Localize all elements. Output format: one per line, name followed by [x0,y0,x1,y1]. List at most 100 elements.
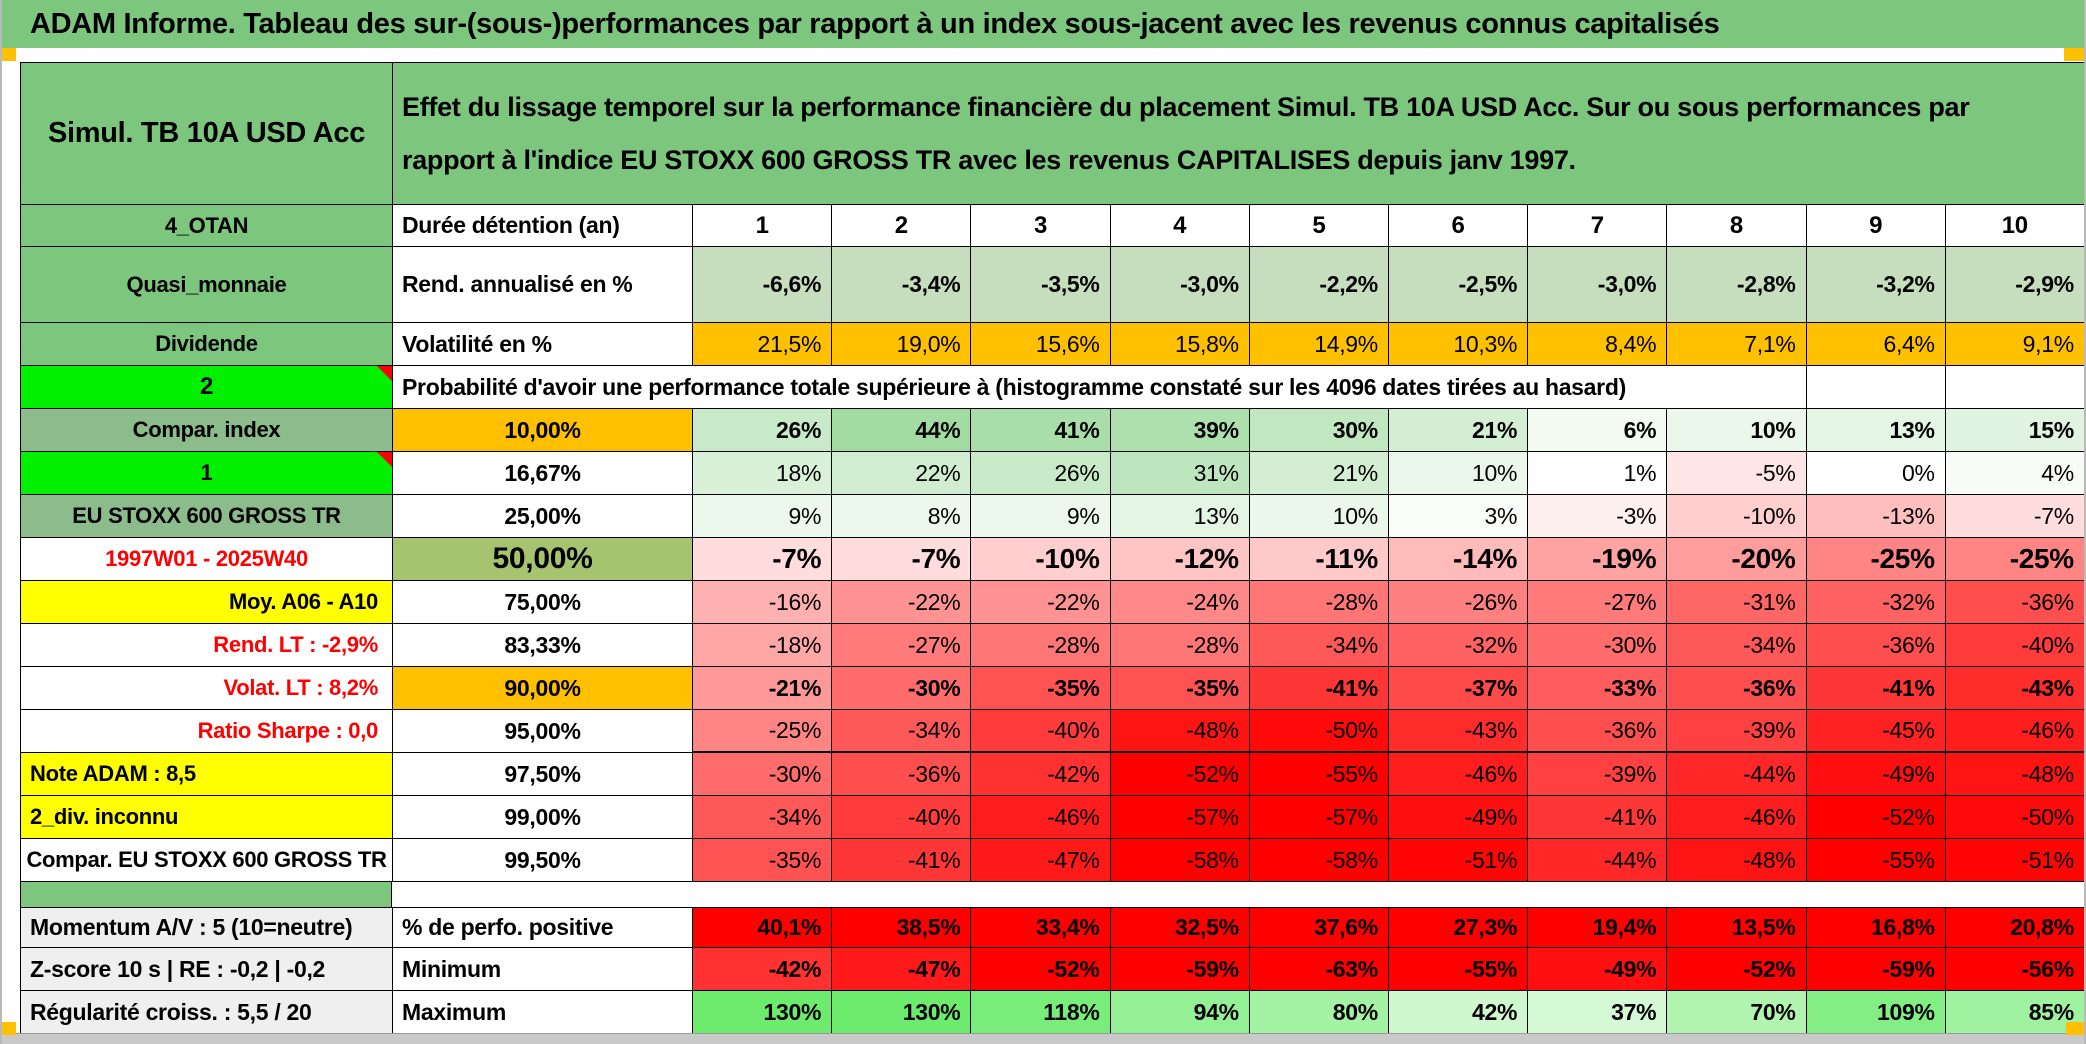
prob-cell[interactable]: 6% [1528,409,1668,452]
threshold-cell[interactable]: 10,00% [393,409,693,452]
prob-cell[interactable]: -57% [1110,796,1250,839]
prob-cell[interactable]: -28% [971,624,1111,667]
prob-cell[interactable]: -25% [1945,538,2084,581]
prob-cell[interactable]: -27% [832,624,972,667]
prob-cell[interactable]: -22% [832,581,972,624]
prob-cell[interactable]: -55% [1249,753,1389,796]
prob-cell[interactable]: -27% [1528,581,1668,624]
prob-cell[interactable]: 31% [1110,452,1250,495]
summary-cell[interactable]: -49% [1528,948,1668,991]
volatility-cell[interactable]: 15,6% [971,323,1111,366]
summary-cell[interactable]: 42% [1388,991,1529,1034]
threshold-cell[interactable]: 95,00% [393,710,693,753]
prob-cell[interactable]: 39% [1110,409,1250,452]
prob-cell[interactable]: 18% [693,452,833,495]
prob-cell[interactable]: 0% [1806,452,1946,495]
prob-cell[interactable]: -44% [1528,839,1668,882]
threshold-cell[interactable]: 16,67% [393,452,693,495]
volatility-cell[interactable]: 8,4% [1528,323,1668,366]
row-label[interactable]: 2_div. inconnu [21,796,393,839]
column-header-cell[interactable]: 6 [1388,205,1529,247]
summary-cell[interactable]: -56% [1945,948,2084,991]
prob-cell[interactable]: -36% [832,753,972,796]
prob-cell[interactable]: -39% [1528,753,1668,796]
prob-cell[interactable]: 10% [1667,409,1807,452]
column-header-cell[interactable]: 4 [1110,205,1250,247]
prob-cell[interactable]: -41% [1249,667,1389,710]
summary-cell[interactable]: -47% [832,948,972,991]
prob-cell[interactable]: 26% [971,452,1111,495]
summary-cell[interactable]: 70% [1667,991,1807,1034]
prob-cell[interactable]: -57% [1249,796,1389,839]
summary-cell[interactable]: 19,4% [1528,908,1668,948]
prob-cell[interactable]: -58% [1249,839,1389,882]
summary-cell[interactable]: -52% [1667,948,1807,991]
prob-cell[interactable]: 10% [1249,495,1389,538]
prob-cell[interactable]: -58% [1110,839,1250,882]
volatility-cell[interactable]: 15,8% [1110,323,1250,366]
row-label[interactable]: 1997W01 - 2025W40 [21,538,393,581]
column-header-cell[interactable]: 9 [1806,205,1946,247]
prob-cell[interactable]: -55% [1806,839,1946,882]
measure-label[interactable]: Durée détention (an) [393,205,693,247]
prob-cell[interactable]: -42% [971,753,1111,796]
prob-cell[interactable]: 21% [1388,409,1529,452]
row-label[interactable]: EU STOXX 600 GROSS TR [21,495,393,538]
probability-banner[interactable]: Probabilité d'avoir une performance tota… [393,366,1807,409]
row-label[interactable]: Compar. index [21,409,393,452]
summary-cell[interactable]: 32,5% [1110,908,1250,948]
return-cell[interactable]: -2,5% [1388,247,1529,323]
return-cell[interactable]: -2,8% [1667,247,1807,323]
return-cell[interactable]: -3,4% [832,247,972,323]
column-header-cell[interactable]: 3 [971,205,1111,247]
prob-cell[interactable]: -51% [1945,839,2084,882]
row-label[interactable]: Moy. A06 - A10 [21,581,393,624]
column-header-cell[interactable]: 8 [1667,205,1807,247]
spacer-green-cell[interactable] [20,882,392,907]
return-cell[interactable]: -3,0% [1110,247,1250,323]
prob-cell[interactable]: -24% [1110,581,1250,624]
prob-cell[interactable]: -30% [693,753,833,796]
column-header-cell[interactable]: 10 [1945,205,2084,247]
prob-cell[interactable]: 30% [1249,409,1389,452]
column-header-cell[interactable]: 1 [693,205,833,247]
prob-cell[interactable]: 3% [1388,495,1529,538]
volatility-cell[interactable]: 7,1% [1667,323,1807,366]
volatility-cell[interactable]: 9,1% [1945,323,2084,366]
empty-cell[interactable] [1806,366,1946,409]
prob-cell[interactable]: -41% [1528,796,1668,839]
prob-cell[interactable]: 41% [971,409,1111,452]
summary-cell[interactable]: 118% [971,991,1111,1034]
measure-label[interactable]: Minimum [393,948,693,991]
prob-cell[interactable]: -20% [1667,538,1807,581]
row-label[interactable]: Régularité croiss. : 5,5 / 20 [21,991,393,1034]
measure-label[interactable]: Maximum [393,991,693,1034]
prob-cell[interactable]: 10% [1388,452,1529,495]
summary-cell[interactable]: 130% [693,991,833,1034]
measure-label[interactable]: % de perfo. positive [393,908,693,948]
row-label[interactable]: Rend. LT : -2,9% [21,624,393,667]
return-cell[interactable]: -2,2% [1249,247,1389,323]
prob-cell[interactable]: 13% [1806,409,1946,452]
prob-cell[interactable]: -30% [832,667,972,710]
summary-cell[interactable]: -52% [971,948,1111,991]
prob-cell[interactable]: -19% [1528,538,1668,581]
prob-cell[interactable]: -16% [693,581,833,624]
prob-cell[interactable]: -49% [1806,753,1946,796]
prob-cell[interactable]: -46% [1945,710,2084,753]
prob-cell[interactable]: -11% [1249,538,1389,581]
prob-cell[interactable]: -34% [832,710,972,753]
return-cell[interactable]: -3,2% [1806,247,1946,323]
summary-cell[interactable]: 130% [832,991,972,1034]
prob-cell[interactable]: -30% [1528,624,1668,667]
prob-cell[interactable]: -46% [1388,753,1529,796]
prob-cell[interactable]: -34% [1249,624,1389,667]
summary-cell[interactable]: 20,8% [1945,908,2084,948]
prob-cell[interactable]: -48% [1945,753,2084,796]
prob-cell[interactable]: -41% [832,839,972,882]
prob-cell[interactable]: -50% [1945,796,2084,839]
prob-cell[interactable]: -3% [1528,495,1668,538]
summary-cell[interactable]: 38,5% [832,908,972,948]
summary-cell[interactable]: 40,1% [693,908,833,948]
prob-cell[interactable]: -40% [971,710,1111,753]
